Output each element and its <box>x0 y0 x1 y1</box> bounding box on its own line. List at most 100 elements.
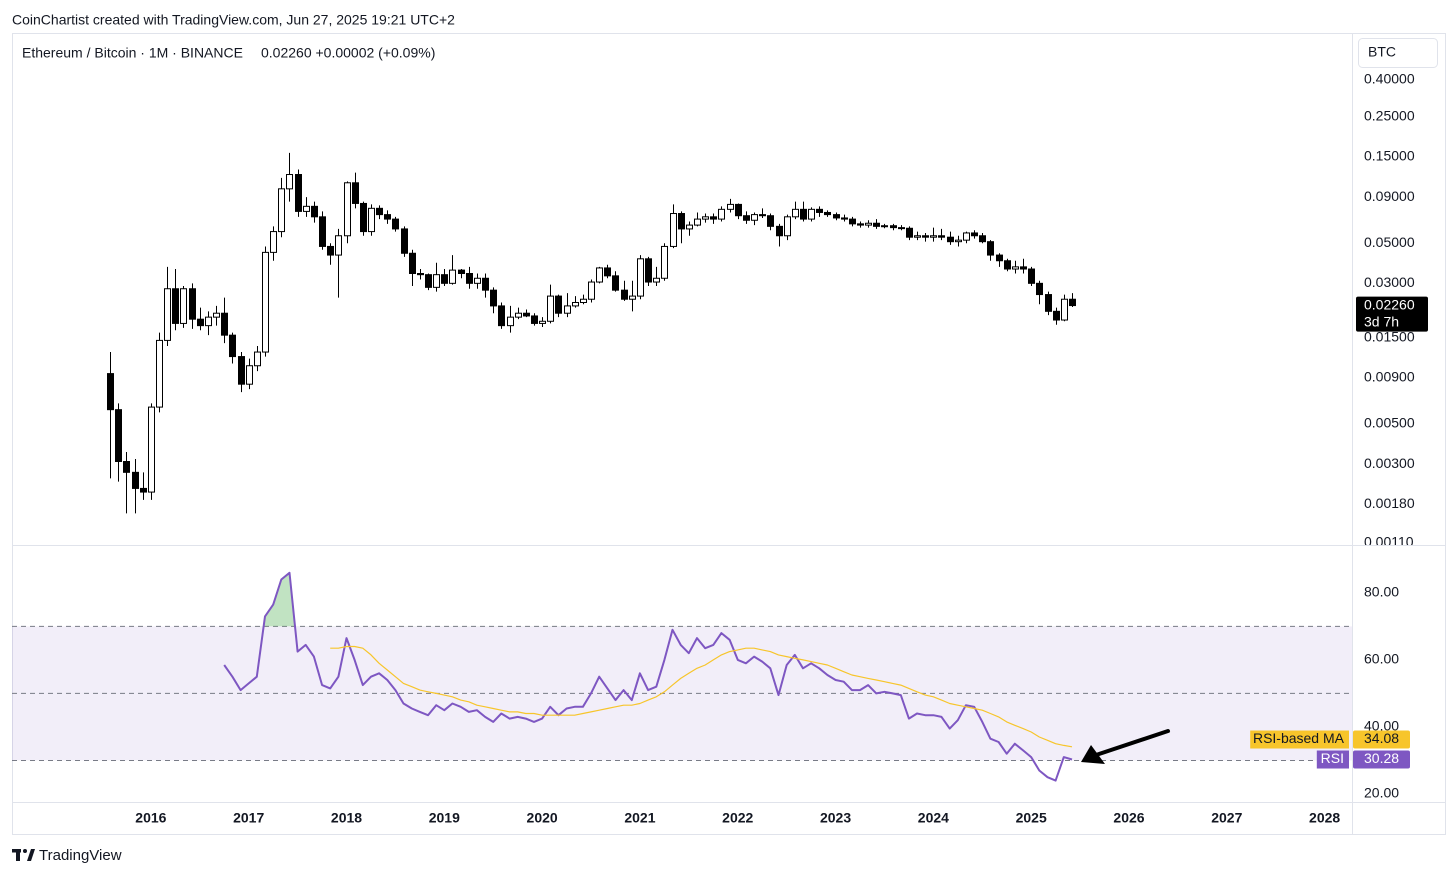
candle-body <box>963 232 970 241</box>
candle-body <box>670 213 677 247</box>
footer-logo <box>12 849 35 861</box>
candle-body <box>148 406 155 493</box>
candle-body <box>229 334 236 358</box>
candle-body <box>425 274 432 288</box>
price-axis: 0.40000 0.25000 0.15000 0.09000 0.05000 0.030… <box>1364 71 1415 545</box>
candle-body <box>368 207 375 233</box>
y-tick-label: 0.00500 <box>1364 415 1415 431</box>
candle-body <box>841 217 848 220</box>
candle-body <box>971 232 978 237</box>
y-tick-label: 0.25000 <box>1364 108 1415 124</box>
arrow-annotation <box>1081 729 1170 764</box>
candle-body <box>1061 298 1068 321</box>
y-tick-label: 20.00 <box>1364 785 1399 801</box>
x-tick-label: 2024 <box>918 810 949 826</box>
candle-body <box>1053 310 1060 321</box>
candle-body <box>164 288 171 341</box>
candle-body <box>262 251 269 353</box>
candle-body <box>352 182 359 204</box>
candle-body <box>588 281 595 300</box>
candle-body <box>238 356 245 385</box>
candle-body <box>816 208 823 213</box>
candle-body <box>417 273 424 276</box>
candle-body <box>1069 298 1076 307</box>
candle-body <box>531 315 538 324</box>
candle-body <box>449 269 456 284</box>
candle-body <box>645 258 652 283</box>
candle-body <box>409 252 416 275</box>
countdown: 3d 7h <box>1364 313 1399 329</box>
candle-body <box>335 235 342 256</box>
candle-body <box>987 241 994 256</box>
candle-body <box>303 205 310 212</box>
y-tick-label: 0.03000 <box>1364 274 1415 290</box>
x-tick-label: 2026 <box>1113 810 1144 826</box>
candle-body <box>384 214 391 220</box>
candle-body <box>156 339 163 408</box>
candle-body <box>979 235 986 243</box>
candle-body <box>507 316 514 327</box>
candle-body <box>743 215 750 221</box>
candle-body <box>735 203 742 217</box>
candle-body <box>1012 266 1019 270</box>
candle-body <box>572 301 579 307</box>
candle-body <box>776 225 783 237</box>
last-price-tag <box>1356 296 1428 332</box>
candle-body <box>123 461 130 473</box>
y-tick-label: 80.00 <box>1364 584 1399 600</box>
candle-body <box>1036 282 1043 296</box>
candle-body <box>604 267 611 277</box>
candle-body <box>678 213 685 230</box>
footer-brand: TradingView <box>39 847 122 864</box>
rsi-ma-line <box>330 645 1073 748</box>
legend-values: 0.02260 +0.00002 (+0.09%) <box>261 45 435 61</box>
y-unit: BTC <box>1368 44 1396 60</box>
unit-box[interactable] <box>1358 38 1438 68</box>
candle-body <box>1020 266 1027 270</box>
legend-name-box <box>1316 750 1349 769</box>
candle-body <box>172 288 179 324</box>
value-tag <box>1353 750 1410 769</box>
candle-body <box>441 274 448 284</box>
y-tick-label: 0.09000 <box>1364 188 1415 204</box>
chart-frame <box>12 33 1446 835</box>
candle-body <box>180 288 187 324</box>
candle-body <box>881 225 888 228</box>
candle-body <box>767 215 774 227</box>
candle-body <box>270 231 277 253</box>
candle-body <box>132 471 139 489</box>
candle-body <box>392 218 399 230</box>
candle-body <box>849 218 856 225</box>
legend-name: RSI-based MA <box>1253 730 1345 746</box>
candle-body <box>930 235 937 238</box>
y-tick-label: 0.40000 <box>1364 71 1415 87</box>
rsi-background <box>12 625 1352 761</box>
candle-body <box>482 277 489 291</box>
candle-body <box>466 273 473 284</box>
value-tag-label: 34.08 <box>1364 730 1399 746</box>
candle-body <box>833 214 840 219</box>
x-tick-label: 2025 <box>1016 810 1047 826</box>
y-tick-label: 40.00 <box>1364 718 1399 734</box>
candle-body <box>246 365 253 385</box>
x-tick-label: 2027 <box>1211 810 1242 826</box>
candle-body <box>792 208 799 218</box>
x-tick-label: 2018 <box>331 810 362 826</box>
arrow-head <box>1081 745 1105 764</box>
value-tag-label: 30.28 <box>1364 750 1399 766</box>
y-tick-label: 0.00300 <box>1364 455 1415 471</box>
candle-body <box>914 235 921 238</box>
x-tick-label: 2021 <box>624 810 655 826</box>
candle-body <box>140 487 147 493</box>
candle-body <box>115 409 122 463</box>
candle-body <box>629 295 636 300</box>
candles <box>107 152 1076 514</box>
x-tick-label: 2023 <box>820 810 851 826</box>
candle-body <box>955 239 962 243</box>
candle-body <box>197 318 204 327</box>
candle-body <box>873 222 880 227</box>
candle-body <box>360 202 367 233</box>
candle-body <box>824 211 831 216</box>
